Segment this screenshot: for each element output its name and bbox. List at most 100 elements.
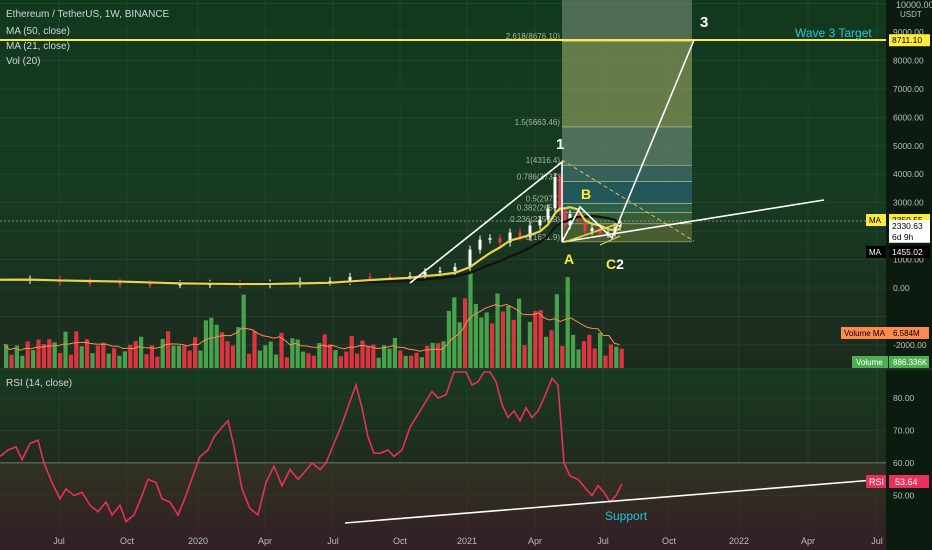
volume-bar	[328, 344, 333, 368]
rsi-current-label: RSI	[869, 477, 884, 487]
fib-level-label: 0.236(2257.9)	[510, 215, 560, 224]
volume-bar	[554, 294, 559, 368]
volume-bar	[581, 341, 586, 368]
fib-level-label: 1(4316.4)	[526, 156, 561, 165]
indicator-rsi[interactable]: RSI (14, close)	[6, 378, 72, 389]
volume-bar	[457, 322, 462, 368]
ma-21-line	[0, 206, 621, 286]
volume-bar	[306, 353, 311, 368]
volume-bar	[268, 341, 273, 368]
volume-bar	[446, 310, 451, 368]
header-legend: Ethereum / TetherUS, 1W, BINANCE MA (50,…	[6, 9, 170, 389]
volume-bar	[344, 351, 349, 368]
fib-level-label: 1.5(5663.46)	[515, 118, 561, 127]
volume-bar	[220, 332, 225, 368]
fib-zone	[562, 126, 692, 166]
volume-bar	[598, 332, 603, 368]
price-pane-background	[0, 0, 886, 370]
wave-label-3: 3	[700, 14, 708, 31]
volume-bar	[176, 345, 181, 368]
volume-bar	[95, 345, 100, 368]
volume-bar	[560, 346, 565, 368]
rsi-tag: RSI 53.64	[866, 475, 929, 488]
volume-bar	[85, 339, 90, 368]
volume-bar	[484, 312, 489, 368]
volume-bar	[430, 342, 435, 368]
volume-bar	[290, 338, 295, 368]
candle-body	[423, 272, 427, 277]
y-tick-label: 0.00	[893, 283, 910, 293]
volume-bar	[279, 332, 284, 368]
volume-bar	[565, 277, 570, 368]
wave-label-1: 1	[556, 136, 564, 153]
volume-bar	[90, 353, 95, 368]
y-tick-label: 9000.00	[893, 27, 924, 37]
price-tag-label-bg	[866, 214, 886, 227]
volume-bar	[500, 311, 505, 368]
indicator-ma-21[interactable]: MA (21, close)	[6, 41, 70, 52]
x-tick-label: 2021	[457, 536, 477, 546]
rsi-pane: Support	[0, 371, 887, 550]
x-tick-label: Jul	[53, 536, 65, 546]
volume-bar	[193, 337, 198, 368]
candle-body	[488, 238, 492, 240]
volume-bar	[106, 353, 111, 368]
candle-body	[88, 282, 92, 284]
volume-bar	[468, 273, 473, 368]
volume-bar	[338, 356, 343, 368]
volume-bar	[236, 327, 241, 368]
y-tick-label: 8000.00	[893, 55, 924, 65]
y-tick-label: 7000.00	[893, 84, 924, 94]
price-tag-bg	[889, 219, 930, 232]
volume-bar	[160, 338, 165, 368]
wave-3-target-label: Wave 3 Target	[795, 26, 872, 40]
price-tag-bg	[889, 34, 930, 47]
x-tick-label: Apr	[528, 536, 542, 546]
indicator-volume[interactable]: Vol (20)	[6, 56, 40, 67]
volume-bar	[425, 345, 430, 368]
volume-bar	[187, 350, 192, 368]
volume-bar	[517, 298, 522, 368]
x-tick-label: Oct	[393, 536, 408, 546]
price-tag-label: MA	[869, 248, 882, 257]
volume-bar	[387, 348, 392, 368]
volume-bar	[382, 345, 387, 368]
candle-body	[528, 225, 532, 237]
wave-label-2: 2	[616, 256, 624, 272]
price-tag-bg	[889, 230, 930, 243]
volume-bar	[527, 321, 532, 368]
volume-bar	[295, 339, 300, 368]
volume-bar	[284, 357, 289, 368]
volume-bar	[544, 336, 549, 368]
volume-bar	[139, 336, 144, 368]
rsi-axis: 80.00 70.00 60.00 50.00	[893, 393, 915, 501]
fib-level-label: 0.786(3737)	[517, 173, 560, 182]
axis-currency-label: USDT	[900, 10, 922, 19]
candle-body	[453, 266, 457, 271]
volume-bar	[533, 311, 538, 368]
candle-body	[518, 232, 522, 237]
volume-bar	[230, 345, 235, 368]
volume-bar	[592, 348, 597, 368]
price-tag-value: 1455.02	[892, 247, 923, 257]
x-tick-label: Jul	[327, 536, 339, 546]
volume-bar	[58, 353, 63, 368]
y-tick-label: 6000.00	[893, 112, 924, 122]
vertical-grid	[58, 0, 878, 530]
indicator-ma-50[interactable]: MA (50, close)	[6, 26, 70, 37]
x-tick-label: Apr	[258, 536, 272, 546]
wave-label-a: A	[564, 251, 574, 267]
fib-zone	[562, 41, 692, 127]
volume-bar	[52, 342, 57, 368]
price-tag-label: MA	[869, 216, 882, 225]
volume-bar	[441, 341, 446, 368]
volume-bar	[203, 320, 208, 368]
candle-body	[148, 283, 152, 286]
candle-body	[478, 239, 482, 250]
volume-bar	[522, 345, 527, 368]
volume-value: 886.336K	[893, 358, 928, 367]
volume-ma-label: Volume MA	[844, 329, 886, 338]
x-tick-label: 2020	[188, 536, 208, 546]
volume-bar	[571, 334, 576, 368]
